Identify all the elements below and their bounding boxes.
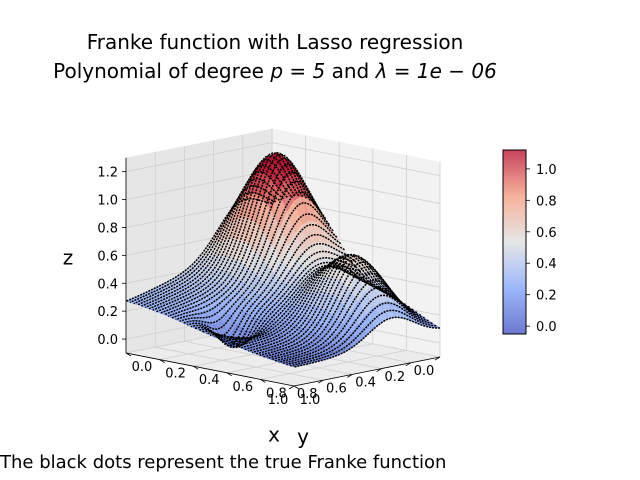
franke-point-row [206, 250, 353, 349]
colorbar-tick-label: 1.0 [536, 163, 557, 178]
franke-point-row [175, 171, 323, 321]
x-tick-label: 0.6 [232, 380, 253, 395]
franke-point-row [163, 153, 311, 316]
franke-point-row [148, 159, 296, 310]
y-tick-label: 0.0 [414, 364, 435, 379]
z-tick-label: 0.6 [97, 249, 118, 264]
franke-point-row [125, 198, 273, 302]
franke-point-row [274, 279, 422, 362]
franke-point-row [286, 302, 433, 366]
chart-title-line1: Franke function with Lasso regression [86, 30, 464, 54]
franke-point-row [244, 255, 391, 351]
x-tick-label: 0.2 [165, 367, 186, 382]
franke-point-row [202, 242, 349, 349]
franke-point-row [251, 253, 399, 354]
x-tick-label: 0.0 [132, 360, 153, 375]
grid-back-z [271, 142, 441, 177]
franke-point-row [270, 272, 418, 361]
grid-side-z [125, 142, 273, 173]
z-tick-label: 1.2 [97, 166, 118, 181]
y-tick-mark [405, 362, 412, 367]
true-franke-points [125, 151, 440, 368]
franke-point-row [183, 191, 330, 324]
caption: The black dots represent the true Franke… [0, 452, 447, 473]
title-mid: and [325, 59, 376, 83]
franke-point-row [133, 185, 280, 305]
y-tick-mark [288, 385, 295, 390]
franke-point-row [240, 257, 387, 349]
franke-point-row [171, 163, 319, 319]
z-tick-label: 0.8 [97, 221, 118, 236]
colorbar-gradient [502, 149, 527, 335]
colorbar-tick-label: 0.4 [536, 257, 557, 272]
franke-point-row [228, 264, 376, 344]
y-tick-label: 0.6 [326, 381, 347, 396]
z-tick-label: 0.4 [97, 277, 118, 292]
y-axis-line [293, 356, 441, 387]
franke-point-row [179, 180, 327, 323]
title-lambda: λ = 1e − 06 [375, 59, 497, 83]
x-tick-mark [226, 372, 233, 377]
x-tick-mark [192, 365, 199, 370]
title-prefix: Polynomial of degree [53, 59, 271, 83]
z-tick-label: 1.0 [97, 194, 118, 209]
y-tick-mark [347, 374, 353, 378]
franke-point-row [263, 261, 410, 358]
franke-point-row [129, 191, 277, 304]
franke-point-row [213, 261, 360, 344]
title-p: p = 5 [270, 59, 326, 83]
colorbar: 0.0 0.2 0.4 0.6 0.8 1.0 [502, 149, 557, 335]
franke-point-row [209, 257, 357, 347]
y-tick-label: 1.0 [268, 393, 289, 408]
x-tick-mark [293, 385, 300, 390]
chart-title-line2: Polynomial of degree p = 5 and λ = 1e − … [0, 59, 550, 83]
x-tick-label: 1.0 [300, 393, 321, 408]
y-tick-label: 0.8 [297, 387, 318, 402]
grid-side-z [125, 170, 273, 200]
franke-point-row [225, 265, 372, 343]
y-tick-label: 0.4 [355, 376, 376, 391]
y-tick-label: 0.2 [384, 370, 405, 385]
y-tick-mark [317, 379, 324, 384]
x-tick-label: 0.8 [266, 386, 287, 401]
franke-point-row [236, 259, 383, 348]
colorbar-tick-label: 0.6 [536, 226, 557, 241]
z-tick-label: 0.0 [97, 333, 118, 348]
colorbar-tick-label: 0.2 [536, 289, 557, 304]
franke-point-row [290, 309, 437, 367]
y-tick-mark [434, 356, 441, 361]
x-axis-label: x [268, 423, 280, 447]
colorbar-tick-label: 0.8 [536, 194, 557, 209]
y-axis-label: y [297, 425, 309, 449]
y-tick-mark [376, 368, 382, 372]
colorbar-tick-label: 0.0 [536, 320, 557, 335]
x-tick-mark [260, 379, 266, 383]
x-tick-mark [159, 359, 165, 363]
franke-point-row [248, 253, 395, 352]
grid-floor-y [155, 346, 324, 381]
grid-floor-x [260, 350, 407, 380]
franke-point-row [259, 257, 406, 357]
franke-point-row [255, 254, 403, 355]
franke-point-row [186, 202, 334, 330]
z-tick-label: 0.2 [97, 305, 118, 320]
franke-point-row [198, 233, 345, 347]
x-tick-label: 0.4 [199, 373, 220, 388]
franke-point-row [137, 177, 284, 306]
z-axis-label: z [63, 245, 74, 269]
franke-point-row [141, 171, 288, 307]
franke-point-row [144, 164, 292, 309]
x-axis-line [125, 352, 295, 387]
franke-point-row [278, 286, 425, 363]
franke-point-row [293, 316, 440, 368]
franke-point-row [232, 261, 380, 346]
franke-point-row [282, 294, 429, 365]
axes: 0.0 0.2 0.4 0.6 0.8 1.00.00.20.40.60.81.00.00… [63, 157, 441, 449]
franke-point-row [167, 157, 315, 317]
x-tick-mark [125, 352, 132, 357]
